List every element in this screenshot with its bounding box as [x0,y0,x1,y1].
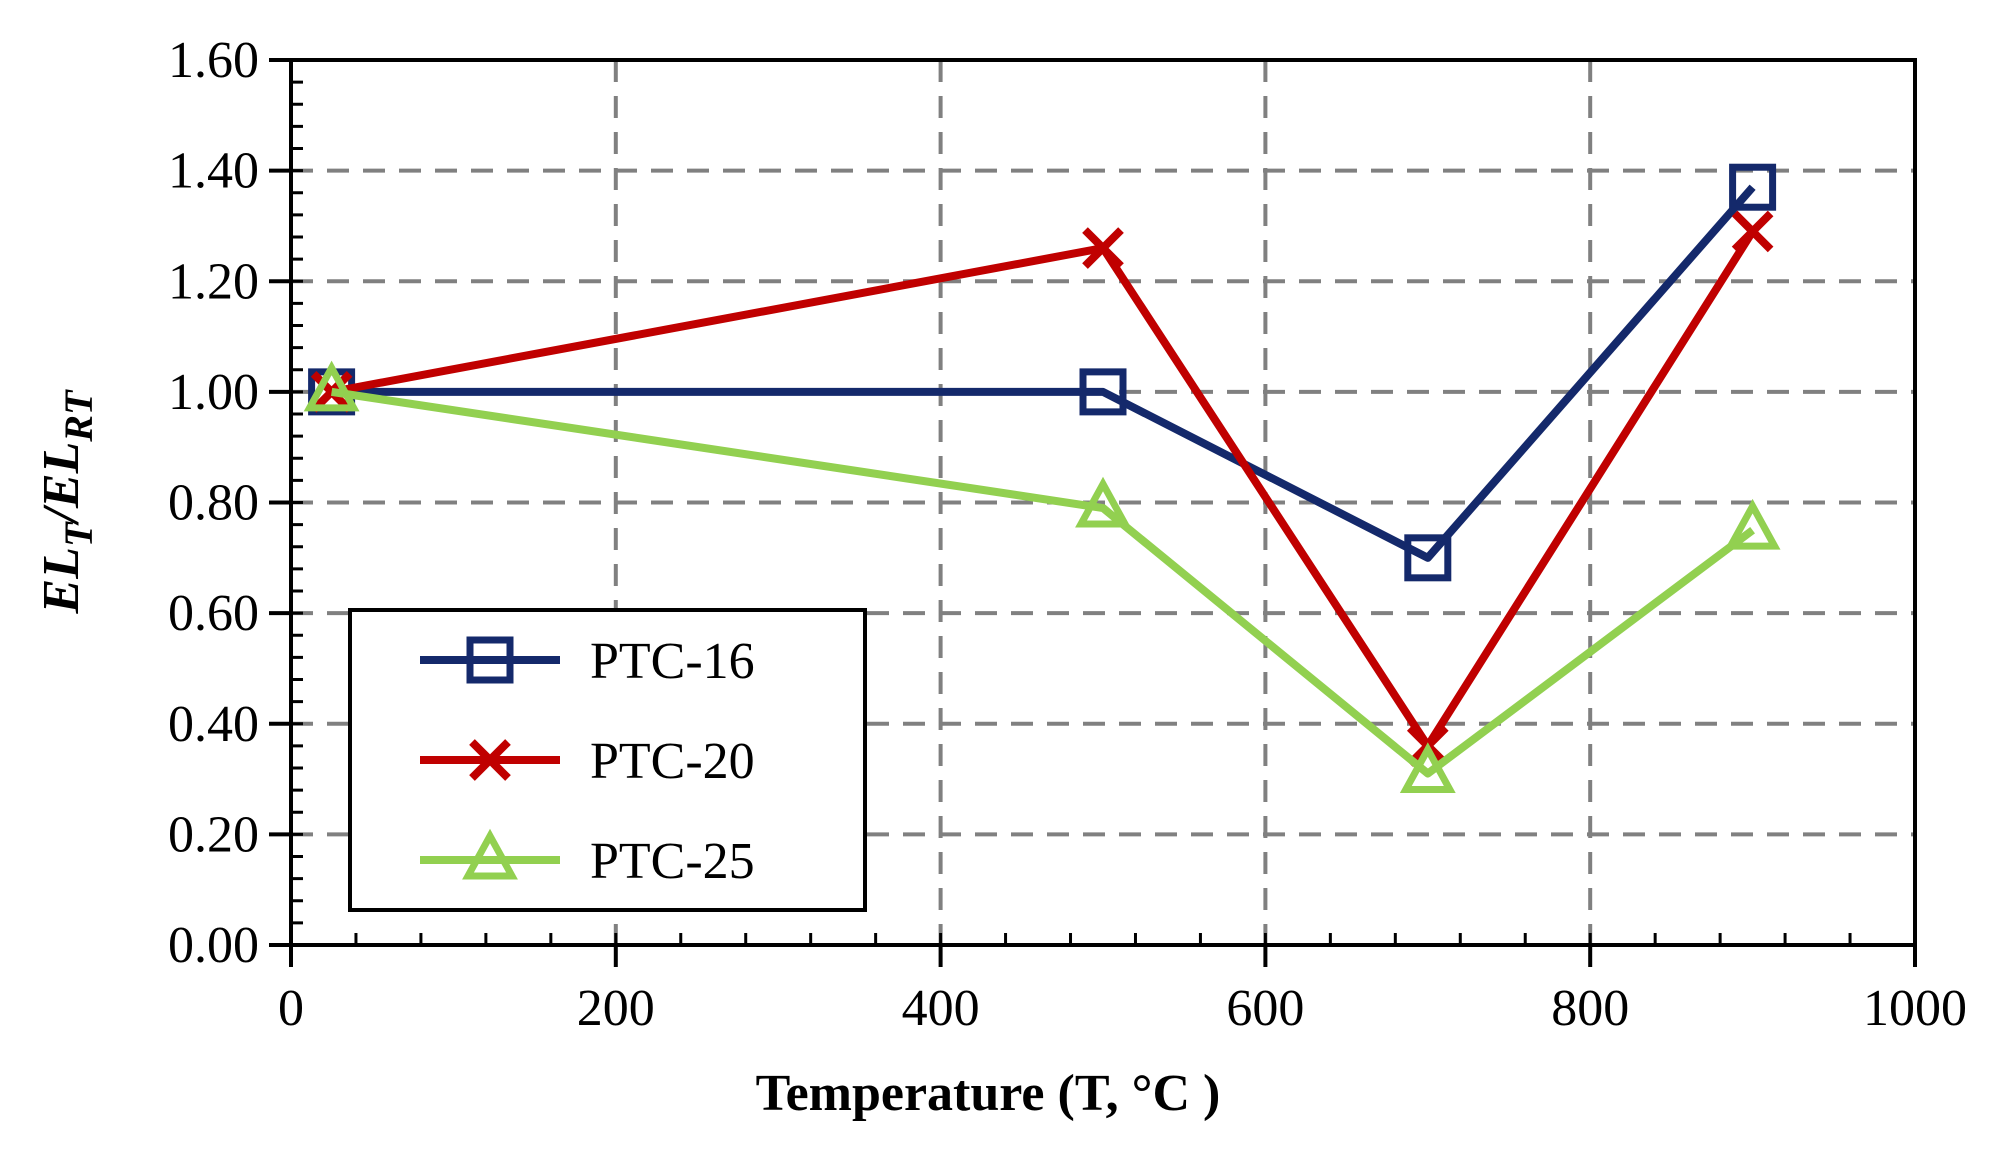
legend-marker [469,739,511,781]
labels: 0.00 0.20 0.40 0.60 0.80 1.00 1.20 1.40 1.60 0 200… [33,32,1967,1122]
legend-item-ptc-16: PTC-16 [420,633,755,690]
x-marker-stroke [1731,210,1774,253]
y-axis-title: ELT/ELRT [33,389,101,614]
y-tick-label: 0.40 [168,696,259,753]
legend-marker [462,828,518,880]
data-point [303,360,360,412]
x-tick-label: 800 [1551,980,1629,1037]
x-axis-title: Temperature (T, °C ) [756,1065,1221,1122]
data-point [1075,476,1131,528]
legend-label: PTC-20 [590,733,755,790]
axes [269,58,1917,967]
legend: PTC-16 PTC-20 PTC-25 [348,608,867,912]
legend-label: PTC-16 [590,633,755,690]
x-tick-label: 0 [278,980,304,1037]
y-tick-label: 1.40 [168,143,259,200]
y-tick-label: 1.00 [168,364,259,421]
data-point [1404,534,1452,582]
legend-label: PTC-25 [590,833,755,890]
data-point [1082,227,1124,269]
x-tick-label: 600 [1226,980,1304,1037]
x-marker-stroke [1082,227,1124,269]
y-tick-label: 0.80 [168,475,259,532]
y-tick-label: 1.60 [168,32,259,89]
series-layer [303,163,1781,794]
x-tick-label: 200 [577,980,655,1037]
series-line [331,387,1755,778]
x-tick-label: 1000 [1863,980,1967,1037]
x-marker-stroke [469,739,511,781]
y-axis-title-part: /EL [33,442,90,527]
y-axis-title-subscript: T [56,521,101,547]
series-ptc-16 [308,163,1777,582]
legend-item-ptc-20: PTC-20 [420,733,755,790]
y-tick-label: 1.20 [168,253,259,310]
data-point [1079,368,1127,416]
legend-marker [466,636,514,684]
y-tick-label: 0.00 [168,917,259,974]
data-point [1729,163,1777,211]
x-tick-label: 400 [902,980,980,1037]
data-point [1399,742,1456,794]
series-ptc-25 [303,360,1781,794]
legend-item-ptc-25: PTC-25 [420,828,755,890]
y-tick-label: 0.60 [168,585,259,642]
series-line [331,184,1756,562]
y-tick-label: 0.20 [168,806,259,863]
series-line [330,229,1756,750]
y-axis-title-subscript: RT [56,389,101,443]
data-point [1724,498,1781,550]
data-point [1731,210,1774,253]
y-axis-title-part: EL [33,547,90,614]
